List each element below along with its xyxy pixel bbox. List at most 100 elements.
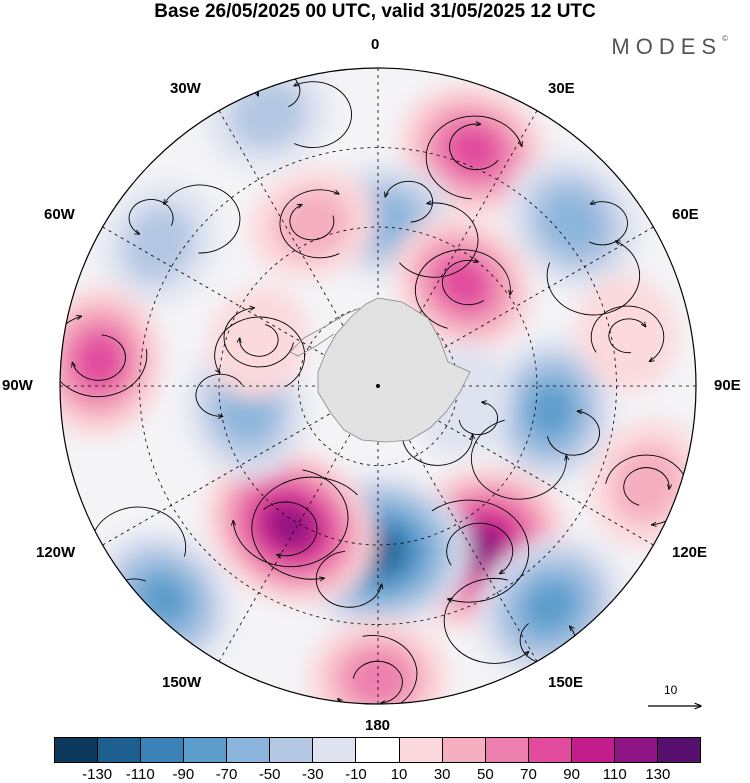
colorbar-segment <box>485 738 529 762</box>
colorbar-tick-label: -30 <box>301 766 324 783</box>
antarctica-continent <box>289 297 471 443</box>
anomaly-contour <box>439 259 489 308</box>
streamline <box>589 202 628 246</box>
streamline-layer <box>60 72 688 704</box>
streamline <box>352 660 403 703</box>
streamline <box>546 241 641 316</box>
colorbar-segment <box>399 738 443 762</box>
lon-label-180: 180 <box>365 717 391 734</box>
anomaly-contour <box>543 192 603 253</box>
anomaly-contour <box>123 206 195 282</box>
lon-label-120e: 120E <box>672 544 708 561</box>
colorbar-tick-label: -70 <box>215 766 238 783</box>
copyright-mark: © <box>722 34 728 43</box>
colorbar-segment <box>442 738 486 762</box>
anomaly-contour <box>529 384 574 437</box>
streamline <box>214 316 306 388</box>
colorbar-segment <box>356 738 400 762</box>
streamline <box>128 199 174 234</box>
anomaly-contour <box>269 507 311 546</box>
colorbar-tick-label: -90 <box>172 766 195 783</box>
streamline <box>72 334 126 381</box>
streamline <box>470 419 566 500</box>
streamline <box>294 81 352 148</box>
streamline <box>431 499 530 602</box>
colorbar-segment <box>657 738 700 762</box>
streamline <box>338 635 418 704</box>
colorbar-segment <box>141 738 185 762</box>
colorbar-tick-label: 90 <box>563 766 580 783</box>
lon-label-30e: 30E <box>548 80 575 97</box>
colorbar-segment <box>528 738 572 762</box>
colorbar-tick-label: 30 <box>433 766 451 783</box>
streamline <box>449 124 499 171</box>
map-boundary <box>59 67 697 705</box>
lon-label-60e: 60E <box>672 206 699 223</box>
streamline <box>458 402 498 436</box>
streamline <box>443 577 529 664</box>
streamline <box>240 323 279 357</box>
colorbar-segment <box>227 738 271 762</box>
brand-text: MODES <box>611 34 723 59</box>
anomaly-contour <box>447 126 500 174</box>
streamline <box>263 501 318 556</box>
anomaly-contour <box>208 286 308 399</box>
colorbar-segment <box>98 738 142 762</box>
lon-label-150w: 150W <box>162 674 202 691</box>
streamline <box>279 189 339 259</box>
streamline <box>590 305 665 361</box>
lon-label-60w: 60W <box>44 206 75 223</box>
colorbar-segment <box>270 738 314 762</box>
streamline <box>289 204 335 241</box>
streamline <box>385 180 434 223</box>
anomaly-contour <box>524 581 576 632</box>
colorbar-tick-label: -130 <box>82 766 113 783</box>
streamline <box>223 308 294 368</box>
anomaly-contour <box>230 81 306 149</box>
colorbar-tick-label: 110 <box>602 766 627 783</box>
south-pole-marker <box>376 384 380 388</box>
anomaly-contour <box>273 189 352 259</box>
colorbar-segment <box>571 738 615 762</box>
colorbar-segment <box>614 738 658 762</box>
anomaly-contour <box>76 335 122 389</box>
colorbar-segment <box>313 738 357 762</box>
lon-label-90w: 90W <box>2 377 33 394</box>
colorbar <box>54 737 701 763</box>
lon-label-90e: 90E <box>714 377 741 394</box>
streamline <box>608 318 646 354</box>
colorbar-segment <box>184 738 228 762</box>
lon-label-120w: 120W <box>36 544 76 561</box>
lon-label-150e: 150E <box>548 674 584 691</box>
vector-scale-label: 10 <box>664 683 678 697</box>
streamline <box>164 184 241 254</box>
streamline <box>446 522 514 573</box>
streamline <box>233 469 349 568</box>
streamline <box>60 316 148 397</box>
lon-label-0: 0 <box>371 36 380 53</box>
latitude-circle <box>218 226 538 546</box>
anomaly-field <box>60 68 696 704</box>
map-title: Base 26/05/2025 00 UTC, valid 31/05/2025… <box>154 1 596 22</box>
streamline <box>425 115 522 200</box>
streamline <box>623 467 669 506</box>
streamline <box>315 550 381 608</box>
anomaly-contour <box>346 651 410 704</box>
anomaly-contour <box>611 444 683 524</box>
colorbar-tick-label: 10 <box>390 766 408 783</box>
streamline <box>195 373 243 416</box>
colorbar-tick-label: -10 <box>345 766 367 783</box>
brand-logo: MODES© <box>611 34 728 60</box>
streamline <box>441 260 485 306</box>
lon-label-30w: 30W <box>170 80 201 97</box>
colorbar-tick-label: 50 <box>476 766 494 783</box>
streamline <box>399 203 479 278</box>
colorbar-tick-label: 70 <box>520 766 537 783</box>
colorbar-tick-label: 130 <box>645 766 671 783</box>
streamline <box>547 411 600 456</box>
colorbar-segment <box>55 738 99 762</box>
streamline <box>414 249 510 329</box>
colorbar-tick-label: -110 <box>125 766 155 783</box>
colorbar-tick-label: -50 <box>258 766 281 783</box>
